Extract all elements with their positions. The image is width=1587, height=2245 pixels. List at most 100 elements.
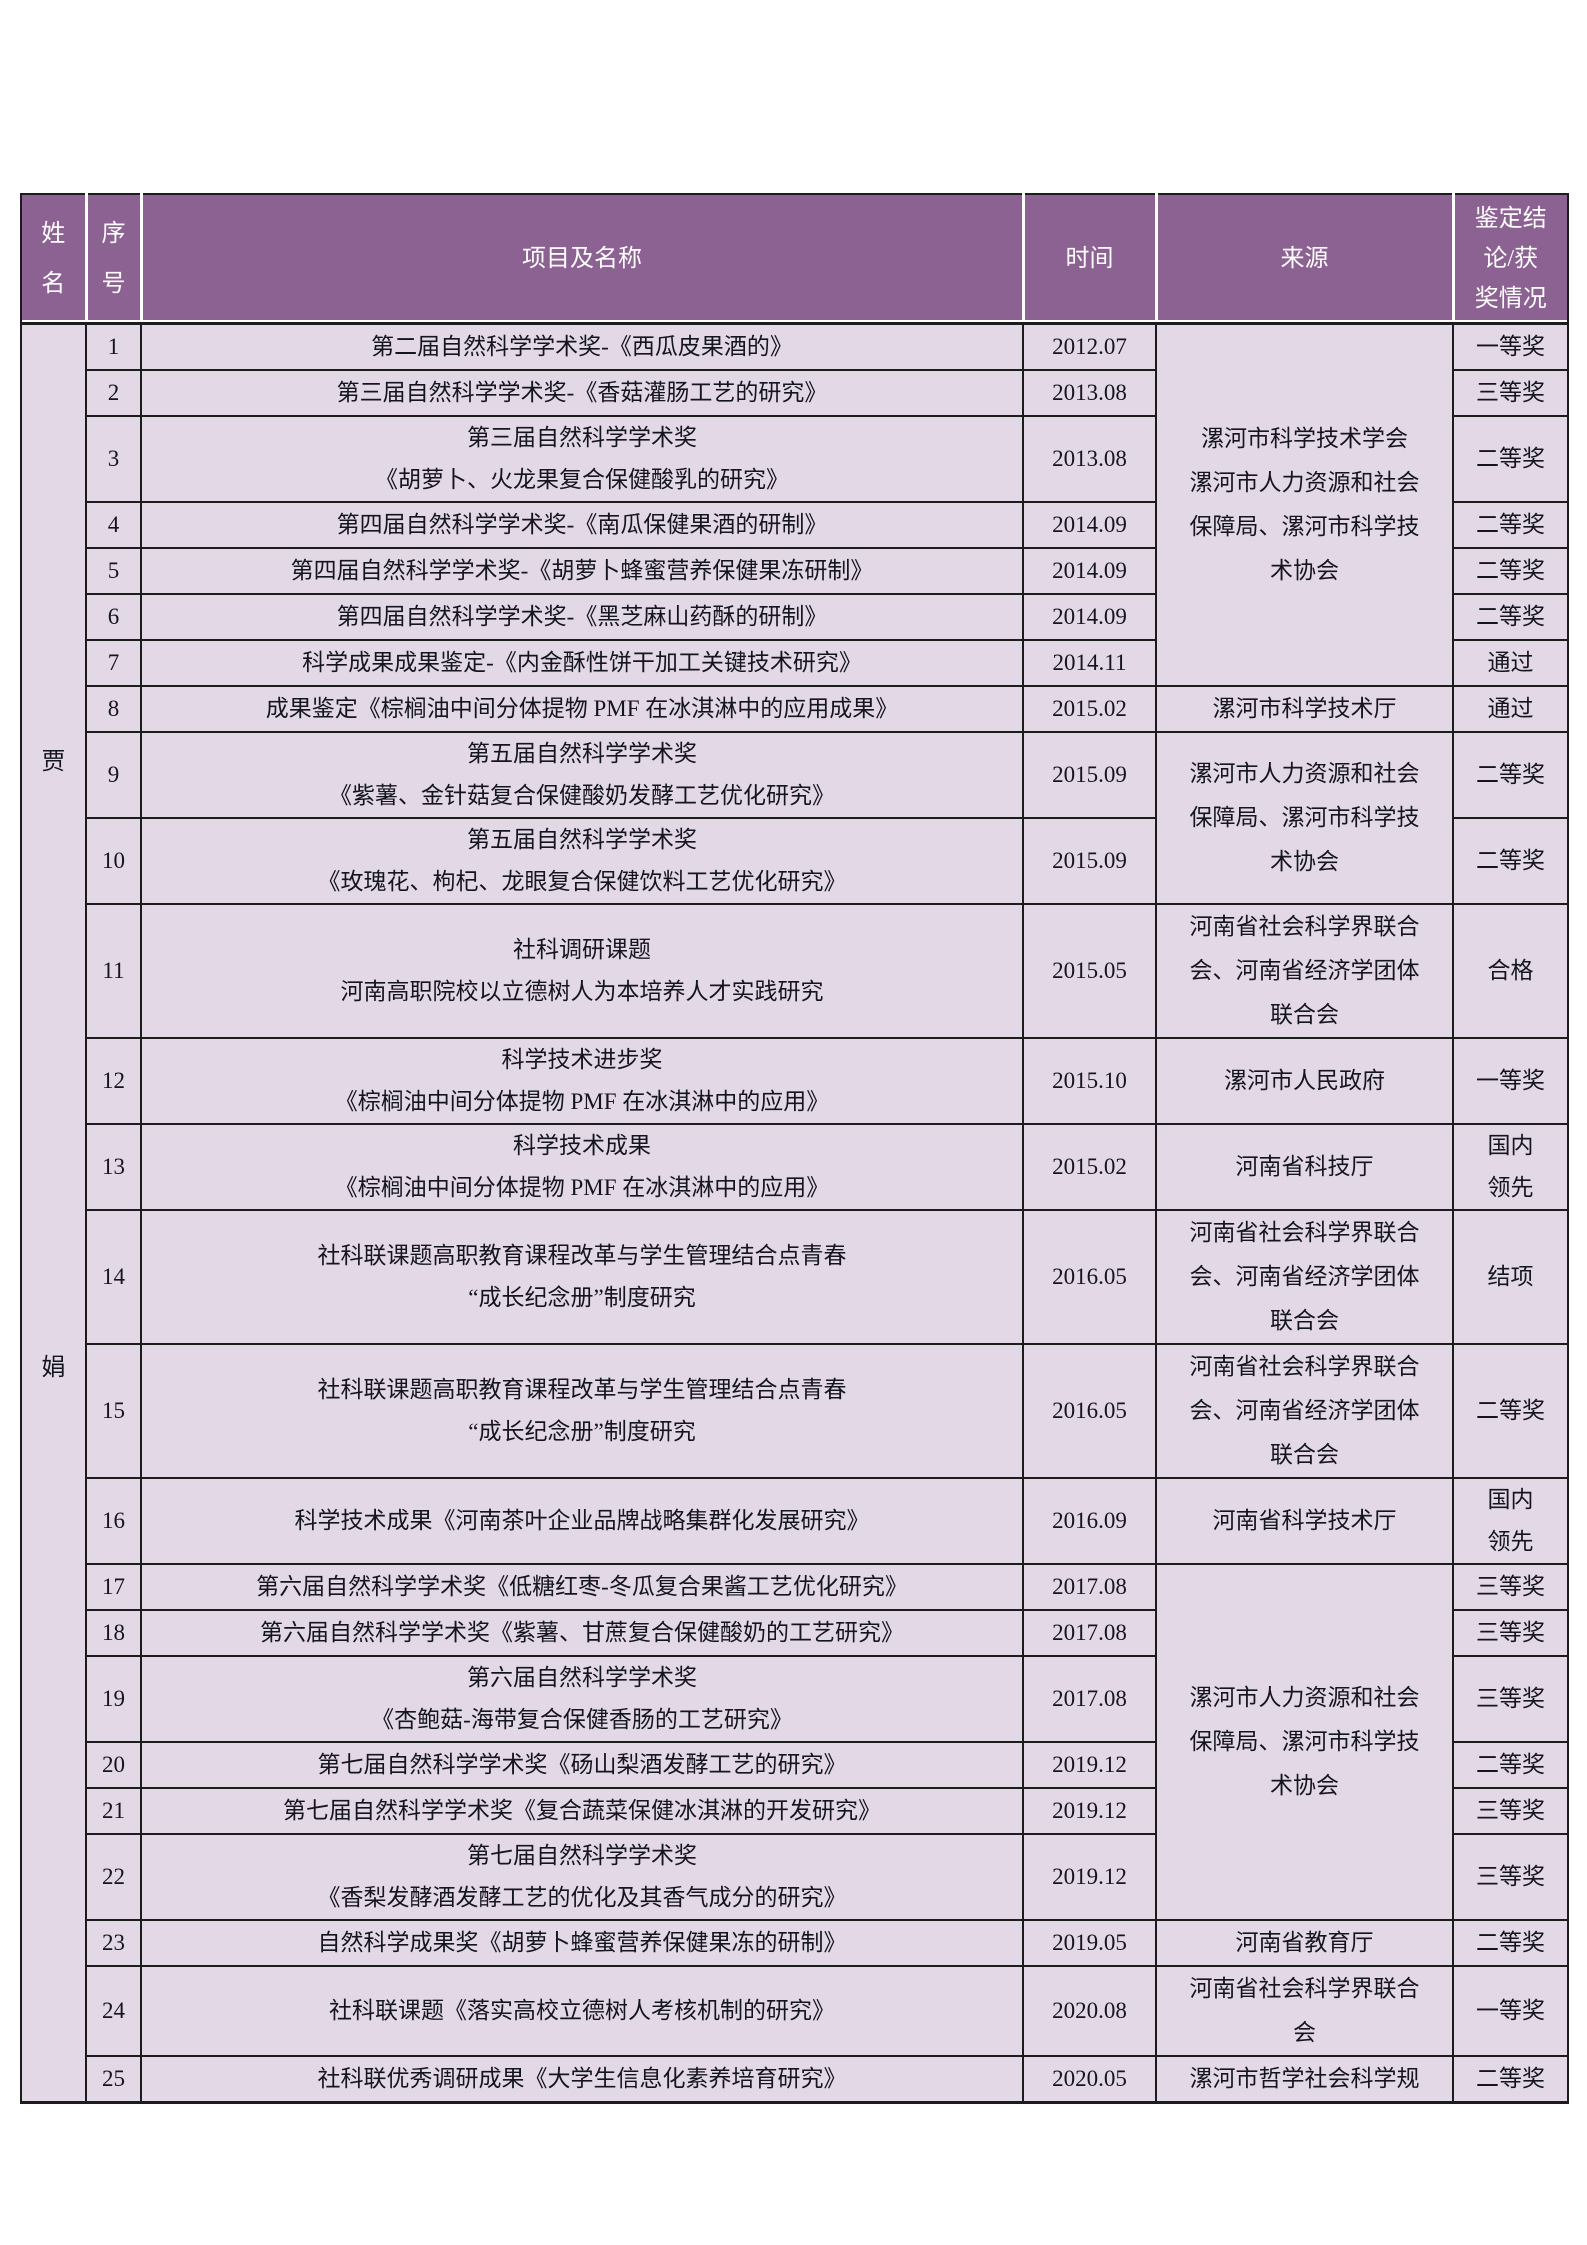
- cell-time: 2019.12: [1022, 1787, 1157, 1835]
- table-row: 24 社科联课题《落实高校立德树人考核机制的研究》 2020.08 河南省社会科学界联…: [21, 1965, 1569, 2057]
- cell-project: 第五届自然科学学术奖 《玫瑰花、枸杞、龙眼复合保健饮料工艺优化研究》: [140, 817, 1024, 905]
- cell-time: 2014.11: [1022, 639, 1157, 687]
- cell-serial-number: 4: [85, 501, 142, 549]
- cell-project: 科学成果成果鉴定-《内金酥性饼干加工关键技术研究》: [140, 639, 1024, 687]
- cell-project: 社科联课题高职教育课程改革与学生管理结合点青春 “成长纪念册”制度研究: [140, 1343, 1024, 1479]
- cell-award: 一等奖: [1452, 1965, 1569, 2057]
- cell-time: 2019.12: [1022, 1833, 1157, 1921]
- cell-source: 河南省社会科学界联合 会、河南省经济学团体 联合会: [1155, 903, 1454, 1039]
- cell-time: 2015.10: [1022, 1037, 1157, 1125]
- cell-source: 河南省科技厅: [1155, 1123, 1454, 1211]
- cell-award: 结项: [1452, 1209, 1569, 1345]
- cell-project: 科学技术进步奖 《棕榈油中间分体提物 PMF 在冰淇淋中的应用》: [140, 1037, 1024, 1125]
- cell-time: 2015.09: [1022, 817, 1157, 905]
- cell-serial-number: 21: [85, 1787, 142, 1835]
- cell-project: 成果鉴定《棕榈油中间分体提物 PMF 在冰淇淋中的应用成果》: [140, 685, 1024, 733]
- cell-serial-number: 23: [85, 1919, 142, 1967]
- column-header-serial-number: 序 号: [86, 193, 143, 325]
- table-row: 12 科学技术进步奖 《棕榈油中间分体提物 PMF 在冰淇淋中的应用》 2015.1…: [21, 1037, 1569, 1125]
- cell-project: 第四届自然科学学术奖-《胡萝卜蜂蜜营养保健果冻研制》: [140, 547, 1024, 595]
- header-time-line: 时间: [1065, 245, 1114, 272]
- cell-time: 2014.09: [1022, 593, 1157, 641]
- cell-source: 漯河市哲学社会科学规: [1155, 2055, 1454, 2104]
- cell-serial-number: 9: [85, 731, 142, 819]
- cell-time: 2014.09: [1022, 547, 1157, 595]
- cell-award: 二等奖: [1452, 501, 1569, 549]
- table-row: 18 第六届自然科学学术奖《紫薯、甘蔗复合保健酸奶的工艺研究》 2017.08 三等奖: [21, 1609, 1569, 1657]
- cell-award: 二等奖: [1452, 593, 1569, 641]
- cell-award: 二等奖: [1452, 547, 1569, 595]
- cell-project: 社科联课题《落实高校立德树人考核机制的研究》: [140, 1965, 1024, 2057]
- cell-serial-number: 22: [85, 1833, 142, 1921]
- cell-award: 三等奖: [1452, 1787, 1569, 1835]
- table-row: 25 社科联优秀调研成果《大学生信息化素养培育研究》 2020.05 漯河市哲学社会科…: [21, 2055, 1569, 2104]
- cell-serial-number: 7: [85, 639, 142, 687]
- header-source-line: 来源: [1280, 245, 1329, 272]
- cell-project: 第六届自然科学学术奖《紫薯、甘蔗复合保健酸奶的工艺研究》: [140, 1609, 1024, 1657]
- cell-project: 第三届自然科学学术奖 《胡萝卜、火龙果复合保健酸乳的研究》: [140, 415, 1024, 503]
- cell-serial-number: 10: [85, 817, 142, 905]
- name-char: 娟: [41, 1354, 66, 1381]
- cell-project: 第三届自然科学学术奖-《香菇灌肠工艺的研究》: [140, 369, 1024, 417]
- table-row: 22 第七届自然科学学术奖 《香梨发酵酒发酵工艺的优化及其香气成分的研究》 2019…: [21, 1833, 1569, 1921]
- cell-project: 第四届自然科学学术奖-《南瓜保健果酒的研制》: [140, 501, 1024, 549]
- header-no-line: 序: [101, 220, 126, 247]
- cell-source: 漯河市科学技术学会 漯河市人力资源和社会 保障局、漯河市科学技 术协会: [1155, 322, 1454, 687]
- cell-source: 漯河市人力资源和社会 保障局、漯河市科学技 术协会: [1155, 731, 1454, 905]
- cell-award: 三等奖: [1452, 369, 1569, 417]
- cell-serial-number: 3: [85, 415, 142, 503]
- cell-award: 通过: [1452, 685, 1569, 733]
- table-row: 9 第五届自然科学学术奖 《紫薯、金针菇复合保健酸奶发酵工艺优化研究》 2015.0…: [21, 731, 1569, 905]
- table-row: 3 第三届自然科学学术奖 《胡萝卜、火龙果复合保健酸乳的研究》 2013.08 二等奖: [21, 415, 1569, 503]
- table-row: 6 第四届自然科学学术奖-《黑芝麻山药酥的研制》 2014.09 二等奖: [21, 593, 1569, 641]
- cell-serial-number: 25: [85, 2055, 142, 2104]
- cell-time: 2016.05: [1022, 1209, 1157, 1345]
- cell-project: 第五届自然科学学术奖 《紫薯、金针菇复合保健酸奶发酵工艺优化研究》: [140, 731, 1024, 819]
- cell-serial-number: 18: [85, 1609, 142, 1657]
- header-result-line: 论/获: [1483, 245, 1539, 272]
- awards-table: 姓 名 序 号 项目及名称 时间 来源 鉴定结 论/获 奖情况 贾娟 1 第二届自然…: [20, 193, 1569, 2104]
- column-header-result: 鉴定结 论/获 奖情况: [1453, 193, 1569, 325]
- cell-award: 一等奖: [1452, 322, 1569, 371]
- cell-time: 2017.08: [1022, 1563, 1157, 1611]
- table-row: 7 科学成果成果鉴定-《内金酥性饼干加工关键技术研究》 2014.11 通过: [21, 639, 1569, 687]
- cell-serial-number: 8: [85, 685, 142, 733]
- cell-project: 第四届自然科学学术奖-《黑芝麻山药酥的研制》: [140, 593, 1024, 641]
- cell-time: 2015.09: [1022, 731, 1157, 819]
- cell-serial-number: 20: [85, 1741, 142, 1789]
- header-project-line: 项目及名称: [522, 245, 642, 272]
- cell-project: 第二届自然科学学术奖-《西瓜皮果酒的》: [140, 322, 1024, 371]
- cell-project: 自然科学成果奖《胡萝卜蜂蜜营养保健果冻的研制》: [140, 1919, 1024, 1967]
- cell-serial-number: 5: [85, 547, 142, 595]
- cell-award: 国内 领先: [1452, 1123, 1569, 1211]
- cell-serial-number: 13: [85, 1123, 142, 1211]
- cell-serial-number: 2: [85, 369, 142, 417]
- table-row: 16 科学技术成果《河南茶叶企业品牌战略集群化发展研究》 2016.09 河南省科学技…: [21, 1477, 1569, 1565]
- cell-time: 2017.08: [1022, 1609, 1157, 1657]
- table-body: 贾娟 1 第二届自然科学学术奖-《西瓜皮果酒的》 2012.07 漯河市科学技术学会 漯…: [20, 322, 1569, 2104]
- cell-project: 科学技术成果 《棕榈油中间分体提物 PMF 在冰淇淋中的应用》: [140, 1123, 1024, 1211]
- cell-source: 河南省教育厅: [1155, 1919, 1454, 1967]
- table-row: 8 成果鉴定《棕榈油中间分体提物 PMF 在冰淇淋中的应用成果》 2015.02 漯河…: [21, 685, 1569, 733]
- cell-time: 2016.05: [1022, 1343, 1157, 1479]
- table-row: 5 第四届自然科学学术奖-《胡萝卜蜂蜜营养保健果冻研制》 2014.09 二等奖: [21, 547, 1569, 595]
- cell-source: 河南省社会科学界联合 会、河南省经济学团体 联合会: [1155, 1209, 1454, 1345]
- cell-source: 漯河市人力资源和社会 保障局、漯河市科学技 术协会: [1155, 1563, 1454, 1921]
- cell-time: 2015.02: [1022, 685, 1157, 733]
- cell-source: 漯河市科学技术厅: [1155, 685, 1454, 733]
- cell-project: 第七届自然科学学术奖《砀山梨酒发酵工艺的研究》: [140, 1741, 1024, 1789]
- cell-serial-number: 6: [85, 593, 142, 641]
- cell-time: 2016.09: [1022, 1477, 1157, 1565]
- table-row: 10 第五届自然科学学术奖 《玫瑰花、枸杞、龙眼复合保健饮料工艺优化研究》 2015…: [21, 817, 1569, 905]
- table-row: 贾娟 1 第二届自然科学学术奖-《西瓜皮果酒的》 2012.07 漯河市科学技术学会 漯…: [20, 322, 1569, 2104]
- cell-award: 三等奖: [1452, 1655, 1569, 1743]
- cell-award: 合格: [1452, 903, 1569, 1039]
- table-row: 11 社科调研课题 河南高职院校以立德树人为本培养人才实践研究 2015.05 河南省…: [21, 903, 1569, 1039]
- cell-time: 2015.05: [1022, 903, 1157, 1039]
- cell-award: 二等奖: [1452, 817, 1569, 905]
- cell-project: 社科调研课题 河南高职院校以立德树人为本培养人才实践研究: [140, 903, 1024, 1039]
- cell-project: 第七届自然科学学术奖《复合蔬菜保健冰淇淋的开发研究》: [140, 1787, 1024, 1835]
- cell-award: 一等奖: [1452, 1037, 1569, 1125]
- table-row: 23 自然科学成果奖《胡萝卜蜂蜜营养保健果冻的研制》 2019.05 河南省教育厅 二等…: [21, 1919, 1569, 1967]
- table-row: 21 第七届自然科学学术奖《复合蔬菜保健冰淇淋的开发研究》 2019.12 三等奖: [21, 1787, 1569, 1835]
